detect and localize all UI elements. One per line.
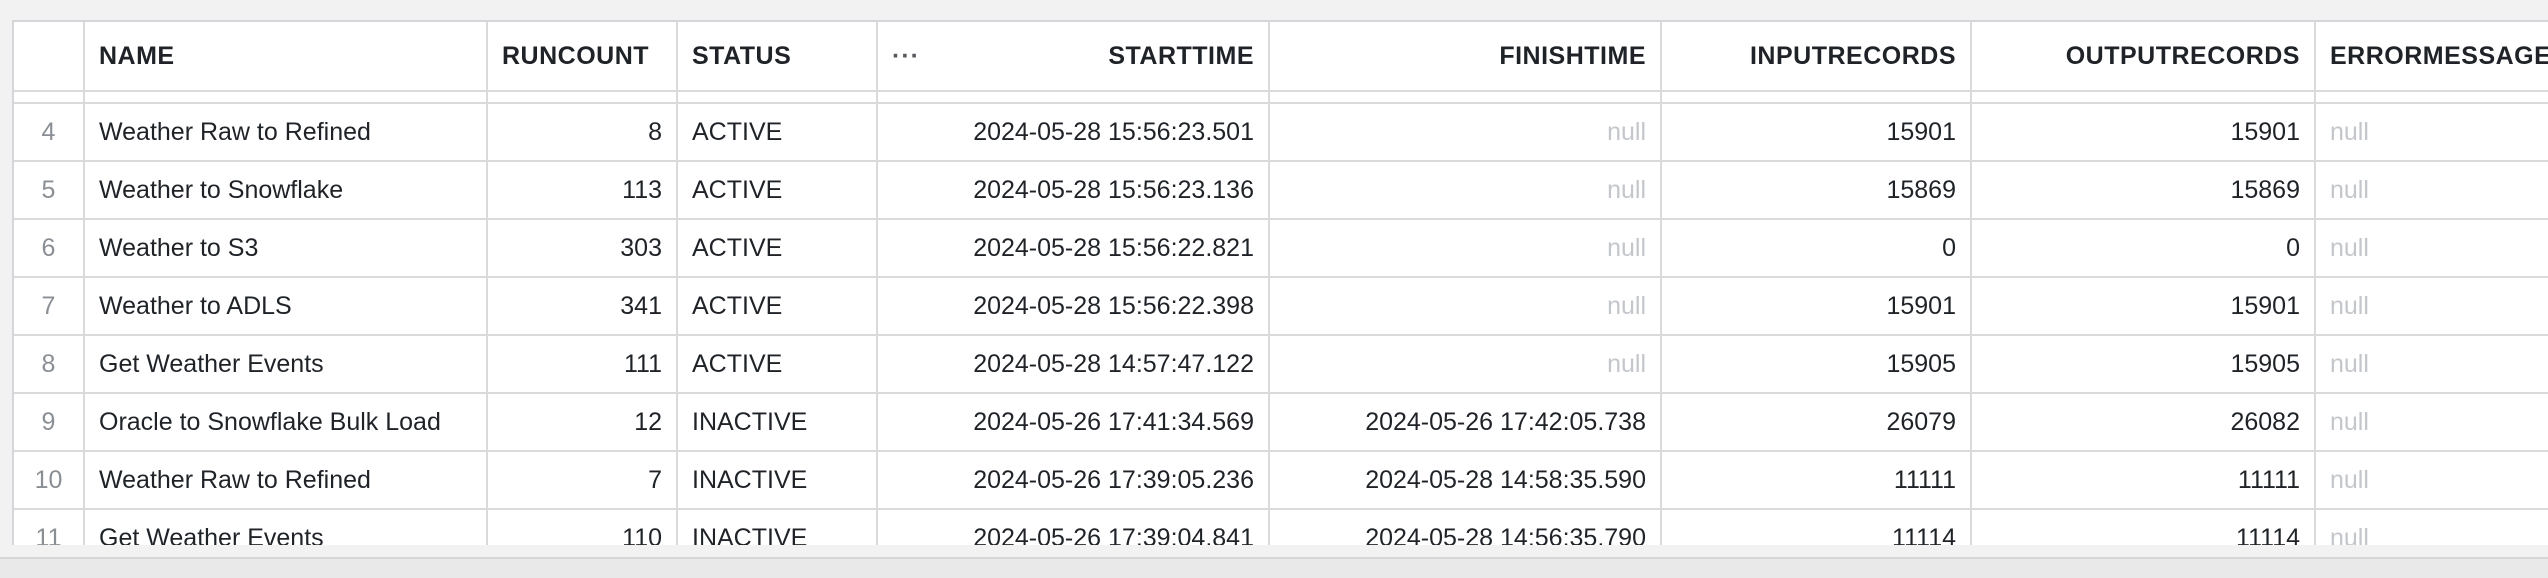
cell-runcount[interactable]: 8: [487, 103, 678, 162]
cell-errormessage[interactable]: null: [2315, 277, 2548, 336]
column-header-starttime[interactable]: ··· STARTTIME: [877, 22, 1270, 92]
cell-starttime[interactable]: 2024-05-26 17:39:05.236: [877, 451, 1270, 510]
table-row[interactable]: 5 Weather to Snowflake 113 ACTIVE 2024-05-28…: [14, 161, 2548, 220]
cell-outputrecords[interactable]: 15869: [1971, 161, 2316, 220]
cell-inputrecords[interactable]: 11114: [1661, 509, 1972, 545]
cell-starttime[interactable]: 2024-05-28 15:56:22.821: [877, 219, 1270, 278]
cell-inputrecords[interactable]: 11111: [1661, 451, 1972, 510]
cell-status[interactable]: ACTIVE: [677, 161, 878, 220]
table-row[interactable]: 11 Get Weather Events 110 INACTIVE 2024-05-2…: [14, 509, 2548, 545]
cell-idx[interactable]: 11: [14, 509, 85, 545]
cell-name[interactable]: Weather to Snowflake: [84, 161, 488, 220]
cell-errormessage[interactable]: null: [2315, 393, 2548, 452]
header-row: NAME RUNCOUNT STATUS ··· STARTTIME FINIS…: [14, 22, 2548, 92]
cell-errormessage[interactable]: null: [2315, 509, 2548, 545]
results-table: NAME RUNCOUNT STATUS ··· STARTTIME FINIS…: [14, 22, 2548, 545]
cell-starttime[interactable]: 2024-05-26 17:39:04.841: [877, 509, 1270, 545]
cell-runcount[interactable]: 111: [487, 335, 678, 394]
cell-starttime[interactable]: 2024-05-28 14:57:47.122: [877, 335, 1270, 394]
cell-name[interactable]: Weather to ADLS: [84, 277, 488, 336]
cell-errormessage[interactable]: null: [2315, 335, 2548, 394]
cell-errormessage[interactable]: null: [2315, 161, 2548, 220]
cell-idx[interactable]: 5: [14, 161, 85, 220]
cell-inputrecords[interactable]: 0: [1661, 219, 1972, 278]
column-header-finishtime[interactable]: FINISHTIME: [1269, 22, 1662, 92]
results-grid[interactable]: NAME RUNCOUNT STATUS ··· STARTTIME FINIS…: [12, 20, 2548, 545]
cell-finishtime[interactable]: null: [1269, 161, 1662, 220]
cell-status[interactable]: INACTIVE: [677, 393, 878, 452]
cell-outputrecords[interactable]: 0: [1971, 219, 2316, 278]
cell-runcount[interactable]: 7: [487, 451, 678, 510]
cell-name[interactable]: Oracle to Snowflake Bulk Load: [84, 393, 488, 452]
cell-inputrecords[interactable]: 26079: [1661, 393, 1972, 452]
cell-starttime[interactable]: 2024-05-26 17:41:34.569: [877, 393, 1270, 452]
cell-starttime[interactable]: 2024-05-28 15:56:22.398: [877, 277, 1270, 336]
cell-inputrecords[interactable]: 15901: [1661, 277, 1972, 336]
column-menu-icon[interactable]: ···: [892, 41, 920, 70]
cell-status[interactable]: ACTIVE: [677, 335, 878, 394]
column-header-status[interactable]: STATUS: [677, 22, 878, 92]
cell-runcount[interactable]: 110: [487, 509, 678, 545]
cell-finishtime[interactable]: 2024-05-26 17:42:05.738: [1269, 393, 1662, 452]
cell-inputrecords[interactable]: 15869: [1661, 161, 1972, 220]
cell-inputrecords[interactable]: 15901: [1661, 103, 1972, 162]
cell-name[interactable]: Weather Raw to Refined: [84, 451, 488, 510]
cell-outputrecords[interactable]: 15901: [1971, 277, 2316, 336]
cell-errormessage[interactable]: null: [2315, 451, 2548, 510]
cell-status[interactable]: INACTIVE: [677, 509, 878, 545]
cell-idx[interactable]: 8: [14, 335, 85, 394]
column-header-inputrecords[interactable]: INPUTRECORDS: [1661, 22, 1972, 92]
cell-status[interactable]: ACTIVE: [677, 277, 878, 336]
table-body: 4 Weather Raw to Refined 8 ACTIVE 2024-05-28…: [14, 91, 2548, 545]
table-row[interactable]: 10 Weather Raw to Refined 7 INACTIVE 2024-05…: [14, 451, 2548, 510]
column-header-name[interactable]: NAME: [84, 22, 488, 92]
cell-status[interactable]: ACTIVE: [677, 219, 878, 278]
cell-status[interactable]: ACTIVE: [677, 103, 878, 162]
table-row[interactable]: 8 Get Weather Events 111 ACTIVE 2024-05-28 1…: [14, 335, 2548, 394]
cell-errormessage[interactable]: null: [2315, 103, 2548, 162]
cell-name[interactable]: Weather to S3: [84, 219, 488, 278]
cell-starttime[interactable]: 2024-05-28 15:56:23.501: [877, 103, 1270, 162]
cell-outputrecords[interactable]: 26082: [1971, 393, 2316, 452]
cell-finishtime[interactable]: null: [1269, 219, 1662, 278]
cell-name[interactable]: Get Weather Events: [84, 335, 488, 394]
column-header-errormessage[interactable]: ERRORMESSAGE: [2315, 22, 2548, 92]
cell-runcount[interactable]: 12: [487, 393, 678, 452]
column-header-outputrecords[interactable]: OUTPUTRECORDS: [1971, 22, 2316, 92]
cell-inputrecords[interactable]: 15905: [1661, 335, 1972, 394]
cell-status[interactable]: INACTIVE: [677, 451, 878, 510]
cell-idx[interactable]: 7: [14, 277, 85, 336]
cell-runcount[interactable]: 113: [487, 161, 678, 220]
cell-finishtime[interactable]: null: [1269, 335, 1662, 394]
table-row[interactable]: 7 Weather to ADLS 341 ACTIVE 2024-05-28 15:5…: [14, 277, 2548, 336]
table-row[interactable]: 4 Weather Raw to Refined 8 ACTIVE 2024-05-28…: [14, 103, 2548, 162]
cell-idx[interactable]: 4: [14, 103, 85, 162]
cell-runcount[interactable]: 303: [487, 219, 678, 278]
cell-errormessage[interactable]: null: [2315, 219, 2548, 278]
cell-name[interactable]: Get Weather Events: [84, 509, 488, 545]
cell-name[interactable]: Weather Raw to Refined: [84, 103, 488, 162]
cell-outputrecords[interactable]: 15905: [1971, 335, 2316, 394]
cell-runcount[interactable]: 341: [487, 277, 678, 336]
cell-idx[interactable]: 10: [14, 451, 85, 510]
cell-outputrecords[interactable]: 11111: [1971, 451, 2316, 510]
cell-finishtime[interactable]: null: [1269, 277, 1662, 336]
cell-outputrecords[interactable]: 11114: [1971, 509, 2316, 545]
column-header-index[interactable]: [14, 22, 85, 92]
table-row[interactable]: 6 Weather to S3 303 ACTIVE 2024-05-28 15:56:…: [14, 219, 2548, 278]
column-header-runcount[interactable]: RUNCOUNT: [487, 22, 678, 92]
cell-starttime[interactable]: 2024-05-28 15:56:23.136: [877, 161, 1270, 220]
cell-finishtime[interactable]: 2024-05-28 14:56:35.790: [1269, 509, 1662, 545]
cell-idx[interactable]: 6: [14, 219, 85, 278]
cell-finishtime[interactable]: 2024-05-28 14:58:35.590: [1269, 451, 1662, 510]
column-header-starttime-label: STARTTIME: [1108, 41, 1254, 70]
cell-outputrecords[interactable]: 15901: [1971, 103, 2316, 162]
cell-idx[interactable]: 9: [14, 393, 85, 452]
horizontal-scrollbar[interactable]: [0, 557, 2548, 578]
cell-finishtime[interactable]: null: [1269, 103, 1662, 162]
partial-row: [14, 91, 2548, 104]
table-row[interactable]: 9 Oracle to Snowflake Bulk Load 12 INACTIVE…: [14, 393, 2548, 452]
